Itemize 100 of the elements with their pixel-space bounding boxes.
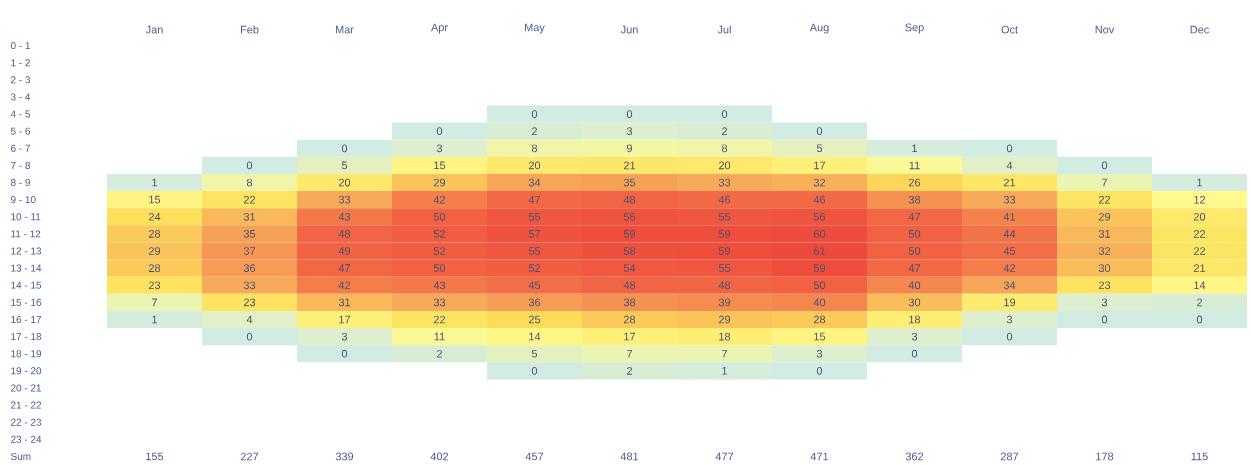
data-label: 38 <box>908 195 921 204</box>
data-label: 0 <box>1006 332 1013 341</box>
y-tick-label: 19 - 20 <box>11 367 42 375</box>
data-label: 20 <box>1193 212 1206 221</box>
data-label: 40 <box>813 298 826 307</box>
data-label: 50 <box>813 281 826 290</box>
text: 339 <box>335 452 354 461</box>
data-label: 8 <box>246 178 253 187</box>
data-label: 0 <box>721 110 728 118</box>
text: 178 <box>1096 452 1114 461</box>
data-label: 0 <box>816 127 823 136</box>
data-label: 55 <box>528 212 541 221</box>
data-label: 11 <box>909 161 920 170</box>
text: 457 <box>525 452 544 461</box>
text: 481 <box>620 452 639 461</box>
x-tick-label: Nov <box>1095 25 1115 34</box>
data-label: 0 <box>246 332 253 341</box>
y-tick-label: 14 - 15 <box>11 281 42 289</box>
y-tick-label: 11 - 12 <box>11 230 41 238</box>
data-label: 43 <box>433 281 446 290</box>
data-label: 23 <box>243 298 256 307</box>
x-tick-label: May <box>525 23 545 34</box>
data-label: 20 <box>718 161 731 170</box>
data-label: 33 <box>718 178 731 187</box>
data-label: 1 <box>912 144 918 153</box>
y-tick-label: 2 - 3 <box>11 76 31 84</box>
data-label: 46 <box>813 195 826 204</box>
data-label: 47 <box>528 195 541 204</box>
x-tick-label: Mar <box>335 25 354 34</box>
data-label: 2 <box>627 367 632 375</box>
data-label: 58 <box>623 247 636 255</box>
y-tick-label: 22 - 23 <box>11 418 42 426</box>
data-label: 22 <box>1193 247 1206 255</box>
y-tick-label: 12 - 13 <box>11 247 42 255</box>
data-label: 41 <box>1003 213 1016 221</box>
data-label: 0 <box>816 366 823 375</box>
data-label: 8 <box>721 144 728 153</box>
data-label: 42 <box>433 195 446 204</box>
data-label: 15 <box>149 195 161 204</box>
x-tick-label: Jun <box>620 25 638 34</box>
data-label: 28 <box>148 230 161 238</box>
data-label: 32 <box>1098 247 1111 255</box>
data-label: 47 <box>338 264 351 272</box>
data-label: 56 <box>623 212 636 221</box>
data-label: 3 <box>911 332 918 341</box>
data-label: 3 <box>816 349 823 358</box>
data-label: 56 <box>813 212 826 221</box>
data-label: 50 <box>433 212 446 221</box>
data-label: 5 <box>816 144 823 153</box>
data-label: 17 <box>339 315 351 324</box>
y-tick-label: 13 - 14 <box>11 264 42 272</box>
y-tick-label: 17 - 18 <box>11 333 42 341</box>
data-label: 0 <box>246 161 253 170</box>
data-label: 22 <box>243 195 256 204</box>
data-label: 0 <box>1196 315 1203 324</box>
data-label: 9 <box>626 144 633 153</box>
x-tick-label: Jul <box>717 25 731 34</box>
y-tick-label: 7 - 8 <box>11 161 31 169</box>
data-label: 23 <box>1098 281 1111 290</box>
data-label: 1 <box>1197 178 1203 187</box>
data-label: 59 <box>718 230 731 238</box>
data-label: 60 <box>813 230 826 238</box>
data-label: 50 <box>433 264 446 273</box>
data-label: 7 <box>1102 178 1107 187</box>
data-label: 48 <box>623 281 636 290</box>
text: 227 <box>240 452 259 461</box>
data-label: 19 <box>1004 298 1016 307</box>
data-label: 4 <box>246 315 253 324</box>
data-label: 61 <box>813 247 826 255</box>
data-label: 30 <box>908 298 921 307</box>
data-label: 43 <box>338 212 351 221</box>
data-label: 2 <box>532 127 537 135</box>
data-label: 0 <box>341 349 348 358</box>
data-label: 30 <box>1098 264 1111 273</box>
text: 287 <box>1000 452 1019 461</box>
data-label: 44 <box>1003 230 1016 238</box>
data-label: 20 <box>528 161 541 170</box>
data-label: 0 <box>341 144 348 153</box>
data-label: 11 <box>434 332 445 341</box>
data-label: 52 <box>433 247 446 255</box>
data-label: 3 <box>626 127 633 136</box>
y-tick-label: 18 - 19 <box>11 350 42 358</box>
data-label: 33 <box>338 195 351 204</box>
data-label: 35 <box>623 178 636 187</box>
data-label: 52 <box>528 264 541 273</box>
data-label: 2 <box>1197 298 1202 307</box>
data-label: 21 <box>1003 178 1016 187</box>
data-label: 34 <box>528 178 541 187</box>
data-label: 5 <box>531 349 538 358</box>
data-label: 32 <box>813 178 826 187</box>
data-label: 2 <box>722 127 727 135</box>
data-label: 3 <box>341 332 348 341</box>
data-label: 1 <box>152 178 158 187</box>
x-tick-label: Jan <box>145 25 163 34</box>
data-label: 31 <box>338 298 351 307</box>
data-label: 3 <box>1006 315 1013 324</box>
data-label: 7 <box>627 349 632 358</box>
data-label: 22 <box>1193 230 1206 238</box>
y-tick-label: 6 - 7 <box>11 144 30 152</box>
data-label: 29 <box>148 247 161 255</box>
